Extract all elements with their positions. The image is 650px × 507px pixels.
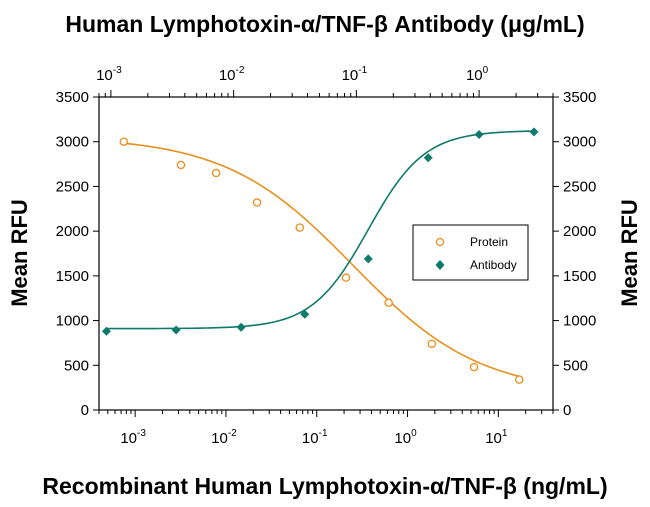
protein-data-point [119,137,129,146]
y-right-tick-label: 0 [563,402,571,419]
y-left-tick-label: 3000 [56,134,89,151]
antibody-data-point [171,325,181,335]
y-right-tick-label: 1500 [563,268,596,285]
legend-protein-label: Protein [470,235,508,249]
x-tick-label: 10-1 [302,428,328,447]
y-left-tick-label: 500 [64,357,89,374]
right-y-axis-title: Mean RFU [617,199,642,307]
protein-data-point [515,375,524,384]
left-y-axis: 0 500 1000 1500 2000 2500 3000 3500 [56,89,99,419]
antibody-data-point [423,153,433,163]
legend-protein-marker [435,237,445,247]
protein-data-point [211,168,221,178]
antibody-data-point [474,130,484,140]
right-y-axis: 0 500 1000 1500 2000 2500 3000 3500 [553,89,596,419]
y-right-tick-label: 3500 [563,89,596,106]
x-tick-label: 10-1 [342,65,368,84]
data-points [101,127,539,384]
antibody-data-point [529,127,539,137]
y-left-tick-label: 2000 [56,223,89,240]
y-right-tick-label: 500 [563,357,588,374]
x-tick-label: 10-3 [120,428,146,447]
y-right-tick-label: 2500 [563,178,596,195]
protein-data-point [295,223,304,232]
legend-antibody-label: Antibody [470,258,517,272]
antibody-data-point [300,309,310,319]
protein-data-point [469,362,479,372]
y-left-tick-label: 1000 [56,313,89,330]
protein-data-point [252,198,262,207]
antibody-data-point [363,254,373,264]
antibody-data-point [236,322,246,332]
top-x-axis: 10-3 10-2 10-1 100 [96,65,554,97]
antibody-data-point [101,326,111,336]
protein-fit-curve [123,142,520,378]
x-tick-label: 100 [394,428,417,447]
bottom-x-axis: 10-3 10-2 10-1 100 101 [98,410,554,447]
y-left-tick-label: 3500 [56,89,89,106]
y-right-tick-label: 1000 [563,313,596,330]
protein-data-point [384,298,393,307]
legend-box [412,224,529,281]
y-left-tick-label: 0 [81,402,89,419]
protein-data-point [427,339,437,349]
y-left-tick-label: 1500 [56,268,89,285]
x-tick-label: 10-3 [96,65,122,84]
protein-data-point [341,273,351,282]
legend: Protein Antibody [412,224,529,281]
x-tick-label: 100 [466,65,489,84]
protein-data-point [176,160,186,170]
legend-antibody-marker [435,260,445,270]
left-y-axis-title: Mean RFU [7,199,32,307]
bottom-axis-title: Recombinant Human Lymphotoxin-α/TNF-β (n… [42,473,607,499]
y-right-tick-label: 3000 [563,134,596,151]
x-tick-label: 10-2 [219,65,245,84]
top-axis-title: Human Lymphotoxin-α/TNF-β Antibody (μg/m… [65,11,584,37]
x-tick-label: 10-2 [211,428,237,447]
y-left-tick-label: 2500 [56,178,89,195]
y-right-tick-label: 2000 [563,223,596,240]
plot-frame [98,96,554,411]
x-tick-label: 101 [485,428,508,447]
